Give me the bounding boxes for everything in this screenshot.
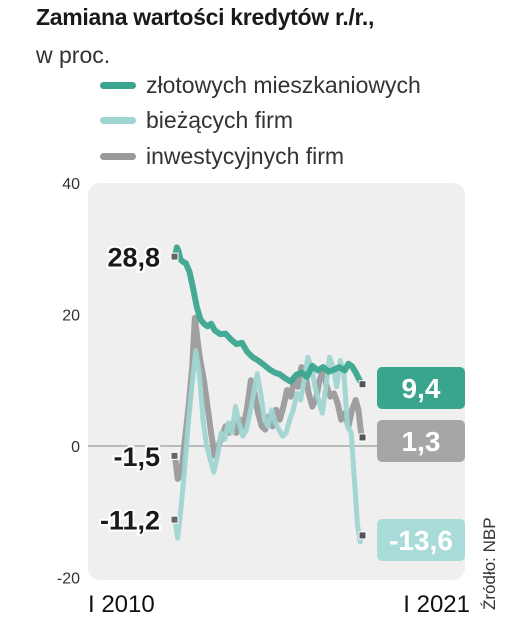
start-value-label: -1,5 bbox=[113, 442, 160, 472]
legend-label-inwestycyjne: inwestycyjnych firm bbox=[146, 142, 345, 169]
chart-subtitle: w proc. bbox=[36, 42, 111, 68]
source-note: Źródło: NBP bbox=[480, 517, 499, 610]
y-tick-label: 20 bbox=[62, 308, 80, 325]
start-value-label: -11,2 bbox=[100, 506, 160, 536]
end-marker bbox=[358, 380, 367, 389]
end-marker bbox=[358, 531, 367, 540]
start-marker bbox=[170, 451, 179, 460]
end-value-box bbox=[377, 420, 465, 462]
legend-label-biezace: bieżących firm bbox=[146, 106, 293, 133]
end-value-label: -13,6 bbox=[389, 525, 453, 556]
start-value-label: 28,8 bbox=[107, 243, 160, 273]
x-tick-label-start: I 2010 bbox=[88, 591, 155, 618]
end-value-label: 9,4 bbox=[402, 373, 441, 404]
legend-item-inwestycyjne: inwestycyjnych firm bbox=[100, 141, 344, 171]
legend-swatch-inwestycyjne bbox=[100, 152, 136, 160]
start-marker bbox=[170, 252, 179, 261]
x-tick-label-end: I 2021 bbox=[403, 591, 470, 618]
end-value-box bbox=[377, 367, 465, 409]
legend-label-mieszkaniowe: złotowych mieszkaniowych bbox=[146, 71, 421, 98]
y-tick-label: 40 bbox=[62, 176, 80, 193]
y-tick-label: -20 bbox=[57, 571, 80, 588]
end-marker bbox=[358, 433, 367, 442]
end-value-label: 1,3 bbox=[402, 426, 441, 457]
legend-item-mieszkaniowe: złotowych mieszkaniowych bbox=[100, 70, 421, 100]
chart-title: Zamiana wartości kredytów r./r., bbox=[36, 4, 375, 30]
legend-swatch-mieszkaniowe bbox=[100, 81, 136, 89]
y-tick-label: 0 bbox=[71, 439, 80, 456]
start-marker bbox=[170, 515, 179, 524]
legend-item-biezace: bieżących firm bbox=[100, 105, 293, 135]
series-line-0 bbox=[172, 244, 365, 388]
end-value-box bbox=[377, 519, 465, 561]
legend-swatch-biezace bbox=[100, 116, 136, 124]
